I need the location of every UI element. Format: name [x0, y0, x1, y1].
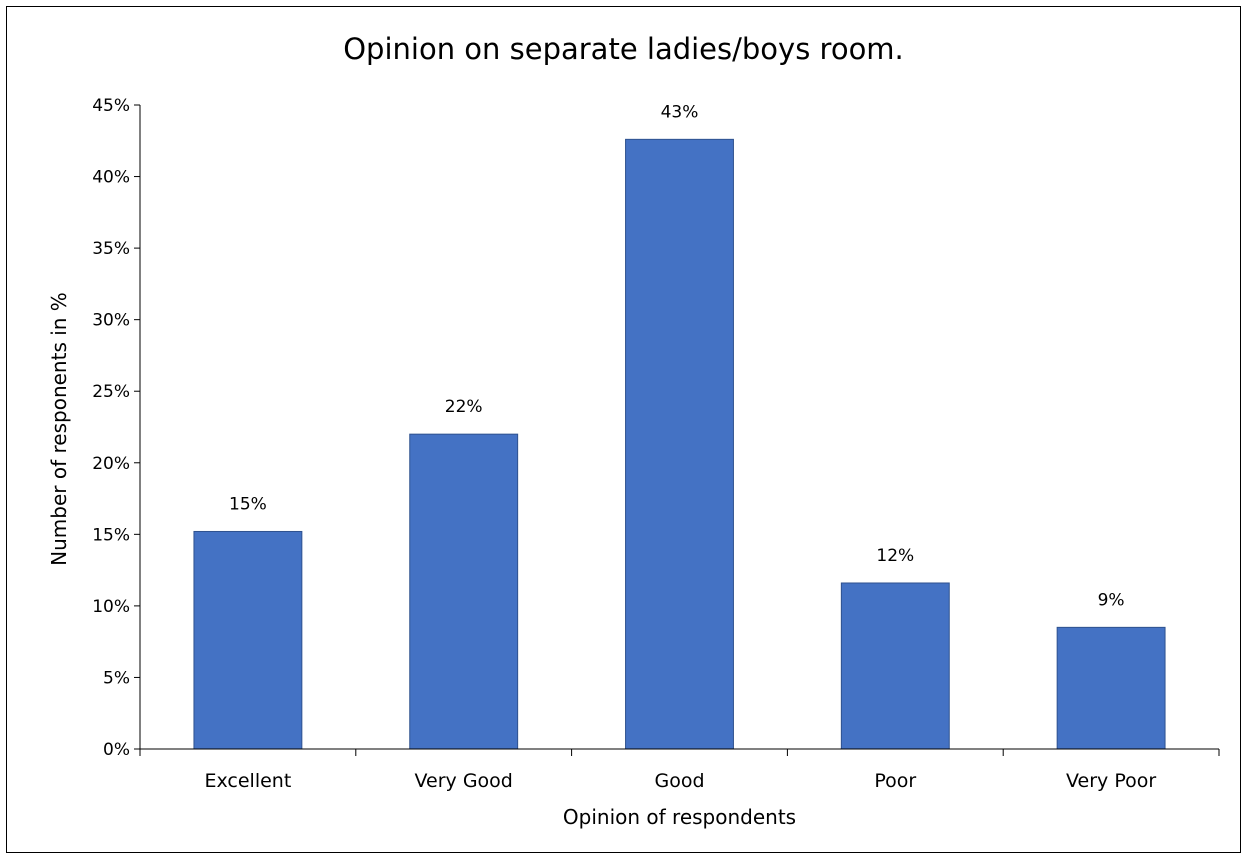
y-tick-label: 0%	[103, 740, 130, 760]
y-axis-title: Number of responents in %	[47, 292, 71, 566]
bar-4	[1056, 626, 1166, 750]
y-tick-label: 20%	[92, 454, 130, 474]
x-tick-label: Good	[654, 770, 704, 792]
y-tick-label: 45%	[92, 96, 130, 116]
bar-3	[840, 582, 950, 750]
x-axis-title: Opinion of respondents	[562, 805, 797, 829]
x-tick-label: Very Poor	[1066, 770, 1156, 792]
bar-0	[193, 530, 303, 750]
y-tick-label: 35%	[92, 239, 130, 259]
y-tick-label: 25%	[92, 382, 130, 402]
y-tick-label: 10%	[92, 597, 130, 617]
y-tick-label: 30%	[92, 311, 130, 331]
y-tick-label: 40%	[92, 168, 130, 188]
bar-1	[409, 433, 519, 750]
data-label: 15%	[229, 494, 267, 514]
bar-2	[625, 138, 734, 750]
x-tick-label: Excellent	[205, 770, 292, 792]
data-label: 43%	[661, 102, 699, 122]
y-tick-label: 15%	[92, 525, 130, 545]
x-tick-label: Very Good	[415, 770, 513, 792]
data-label: 22%	[445, 397, 483, 417]
data-label: 9%	[1098, 590, 1125, 610]
data-label: 12%	[876, 546, 914, 566]
chart-title: Opinion on separate ladies/boys room.	[343, 32, 904, 66]
x-tick-label: Poor	[874, 770, 916, 792]
y-tick-label: 5%	[103, 668, 130, 688]
